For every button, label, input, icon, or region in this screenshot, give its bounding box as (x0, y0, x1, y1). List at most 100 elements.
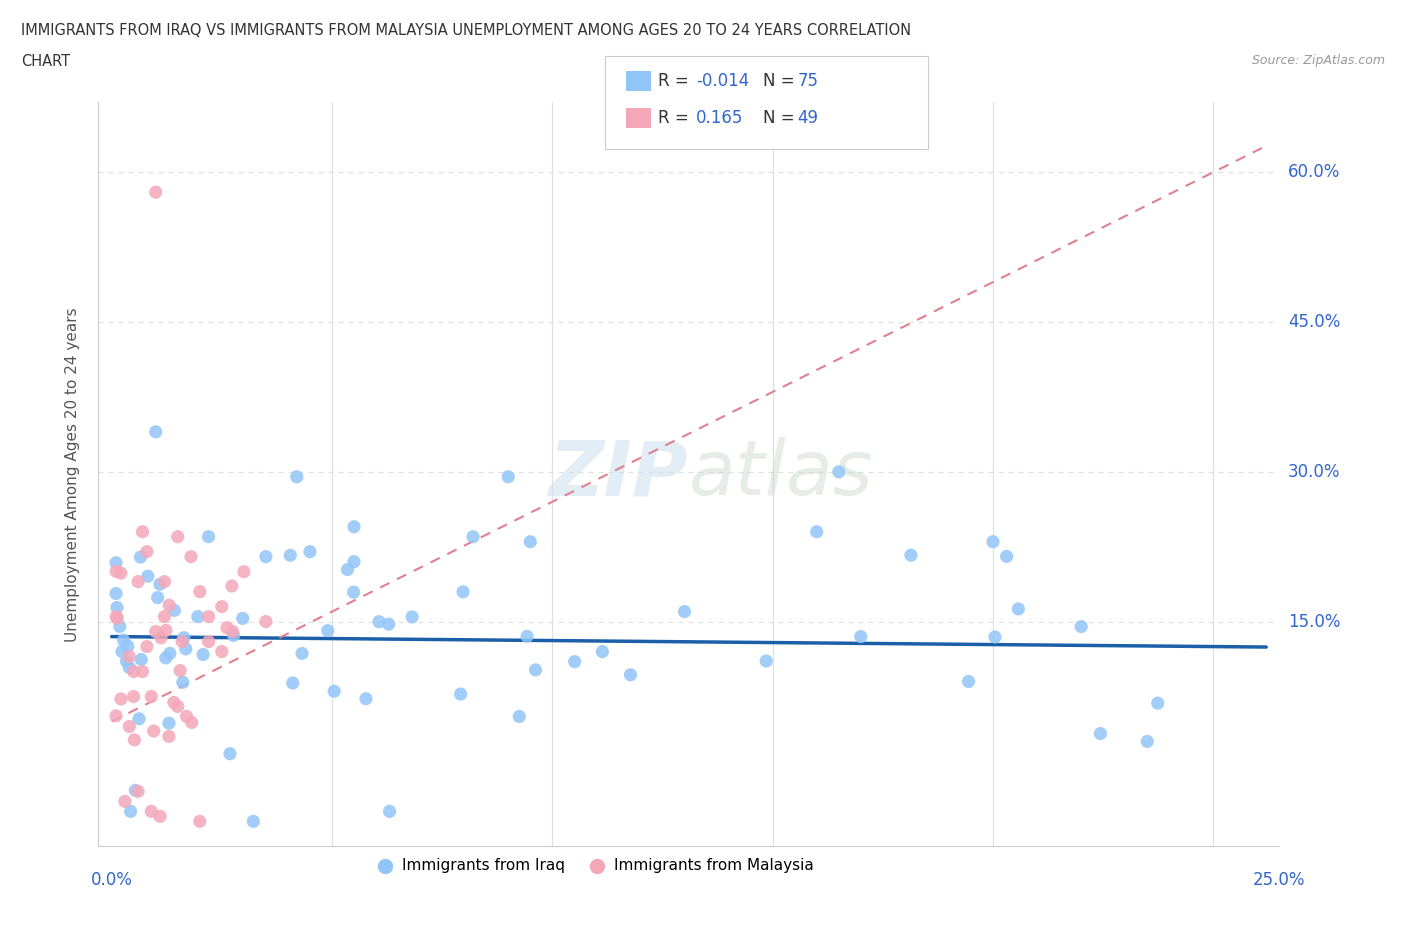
Point (124, 783, 146, 798)
Text: ZIP: ZIP (550, 437, 689, 512)
Point (124, 733, 146, 748)
Text: 0.165: 0.165 (696, 109, 744, 127)
Point (157, 716, 180, 731)
Point (159, 646, 181, 661)
Point (108, 619, 131, 634)
Point (806, 525, 828, 539)
Text: 0.0%: 0.0% (91, 871, 132, 889)
Point (145, 185, 167, 200)
Point (343, 519, 366, 534)
Point (221, 624, 243, 639)
Point (1146, 696, 1168, 711)
Point (285, 470, 308, 485)
Point (153, 574, 176, 589)
Text: CHART: CHART (21, 54, 70, 69)
Point (377, 617, 399, 631)
Point (984, 630, 1007, 644)
Point (142, 724, 165, 738)
Point (141, 689, 163, 704)
Point (129, 550, 152, 565)
Point (115, 654, 138, 669)
Point (145, 624, 167, 639)
Point (153, 609, 176, 624)
Point (755, 654, 778, 669)
Point (118, 649, 141, 664)
Point (149, 809, 172, 824)
Point (995, 549, 1018, 564)
Point (591, 644, 613, 659)
Point (117, 639, 139, 654)
Point (112, 632, 135, 647)
Legend: Immigrants from Iraq, Immigrants from Malaysia: Immigrants from Iraq, Immigrants from Ma… (370, 853, 820, 880)
Point (316, 623, 339, 638)
Point (298, 544, 321, 559)
Point (180, 715, 202, 730)
Point (343, 585, 366, 600)
Point (105, 564, 128, 578)
Point (127, 784, 149, 799)
Point (368, 614, 391, 629)
Point (254, 614, 277, 629)
Point (169, 663, 191, 678)
Point (173, 631, 195, 645)
Point (1090, 726, 1112, 741)
Point (254, 550, 277, 565)
Point (215, 620, 238, 635)
Point (145, 424, 167, 439)
Point (188, 584, 211, 599)
Point (118, 719, 141, 734)
Text: -0.014: -0.014 (696, 72, 749, 90)
Point (129, 652, 152, 667)
Point (496, 470, 519, 485)
Point (197, 609, 219, 624)
Point (128, 711, 150, 726)
Point (222, 628, 245, 643)
Point (146, 591, 169, 605)
Point (378, 804, 401, 818)
Point (155, 650, 177, 665)
Point (174, 642, 197, 657)
Point (180, 550, 202, 565)
Text: N =: N = (763, 109, 800, 127)
Point (291, 646, 314, 661)
Point (166, 699, 188, 714)
Text: R =: R = (658, 72, 695, 90)
Text: 45.0%: 45.0% (1288, 313, 1340, 331)
Point (131, 664, 153, 679)
Point (141, 804, 163, 818)
Point (519, 534, 541, 549)
Point (120, 804, 142, 818)
Point (211, 644, 233, 659)
Point (336, 562, 359, 577)
Point (673, 604, 696, 619)
Point (219, 746, 242, 761)
Point (508, 709, 530, 724)
Point (323, 684, 346, 698)
Point (191, 647, 214, 662)
Point (981, 534, 1004, 549)
Point (105, 600, 128, 615)
Point (157, 729, 180, 744)
Point (242, 814, 264, 829)
Y-axis label: Unemployment Among Ages 20 to 24 years: Unemployment Among Ages 20 to 24 years (65, 307, 80, 642)
Text: R =: R = (658, 109, 695, 127)
Point (281, 675, 304, 690)
Point (188, 814, 211, 829)
Point (172, 634, 194, 649)
Point (197, 634, 219, 649)
Point (1070, 619, 1092, 634)
Point (105, 709, 128, 724)
Point (176, 709, 198, 724)
Point (127, 574, 149, 589)
Point (1136, 734, 1159, 749)
Text: 49: 49 (797, 109, 818, 127)
Point (828, 464, 851, 479)
Text: 60.0%: 60.0% (1288, 163, 1340, 181)
Point (122, 664, 145, 679)
Text: IMMIGRANTS FROM IRAQ VS IMMIGRANTS FROM MALAYSIA UNEMPLOYMENT AMONG AGES 20 TO 2: IMMIGRANTS FROM IRAQ VS IMMIGRANTS FROM … (21, 23, 911, 38)
Point (451, 584, 474, 599)
Point (166, 529, 188, 544)
Point (110, 565, 132, 580)
Text: Source: ZipAtlas.com: Source: ZipAtlas.com (1251, 54, 1385, 67)
Point (450, 686, 472, 701)
